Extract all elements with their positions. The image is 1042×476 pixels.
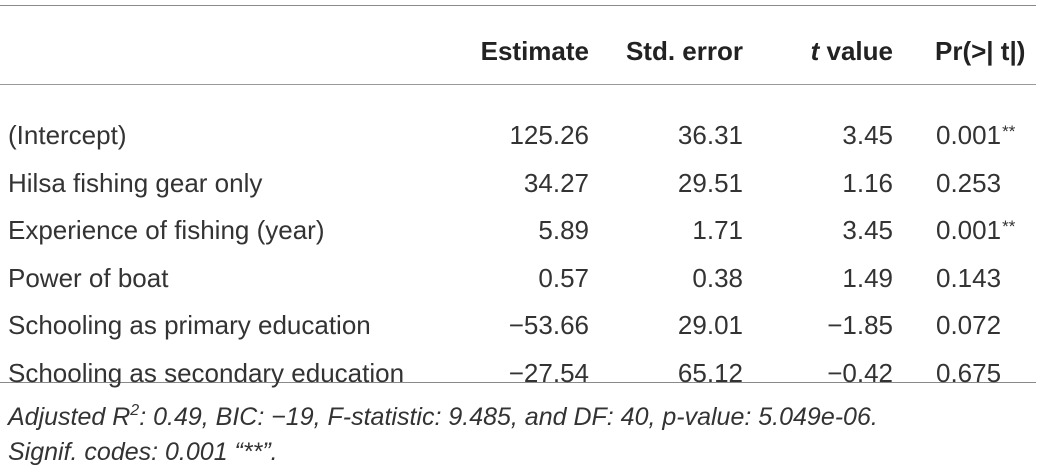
footnote-line-2: Signif. codes: 0.001 “**”. <box>8 438 278 466</box>
row-pr: 0.001** <box>893 84 1036 160</box>
pr-value: 0.001 <box>936 120 1002 151</box>
bottom-rule <box>0 382 1036 383</box>
row-t-value: 1.49 <box>842 262 893 293</box>
row-estimate: 34.27 <box>523 167 589 198</box>
row-estimate: 125.26 <box>509 120 589 151</box>
header-label <box>0 18 448 84</box>
row-t-value: 1.16 <box>842 167 893 198</box>
row-std-error: 36.31 <box>677 120 743 151</box>
row-pr: 0.072 <box>893 302 1036 350</box>
row-label: Schooling as primary education <box>8 310 371 341</box>
row-t-value: 3.45 <box>842 215 893 246</box>
row-label: Experience of fishing (year) <box>8 215 325 246</box>
header-pr: Pr(>| t|) <box>935 35 1026 66</box>
header-std-error: Std. error <box>625 35 743 66</box>
pr-value: 0.143 <box>936 262 1002 293</box>
table-row: Schooling as primary education −53.66 29… <box>0 302 1036 350</box>
row-std-error: 65.12 <box>677 357 743 388</box>
footnote-stats: : 0.49, BIC: −19, F-statistic: 9.485, an… <box>139 403 878 431</box>
table-row: Power of boat 0.57 0.38 1.49 0.143 <box>0 255 1036 303</box>
row-label: (Intercept) <box>8 120 127 151</box>
header-t-value-rest: value <box>819 35 894 66</box>
regression-table: Estimate Std. error t value Pr(>| t|) (I… <box>0 18 1036 397</box>
row-t-value: −1.85 <box>827 310 893 341</box>
row-std-error: 1.71 <box>692 215 743 246</box>
row-label: Power of boat <box>8 262 169 293</box>
table-row: Experience of fishing (year) 5.89 1.71 3… <box>0 207 1036 255</box>
row-std-error: 0.38 <box>692 262 743 293</box>
signif-marker: ** <box>1002 217 1016 237</box>
pr-value: 0.001 <box>936 215 1002 246</box>
row-pr: 0.143 <box>893 255 1036 303</box>
row-t-value: 3.45 <box>842 120 893 151</box>
table-row: Hilsa fishing gear only 34.27 29.51 1.16… <box>0 160 1036 208</box>
table-row: (Intercept) 125.26 36.31 3.45 0.001** <box>0 84 1036 160</box>
header-estimate: Estimate <box>480 35 589 66</box>
footnote-r2-superscript: 2 <box>130 402 140 419</box>
footnote-line-1: Adjusted R2: 0.49, BIC: −19, F-statistic… <box>8 400 1038 435</box>
row-estimate: 0.57 <box>538 262 589 293</box>
row-std-error: 29.51 <box>677 167 743 198</box>
header-row: Estimate Std. error t value Pr(>| t|) <box>0 18 1036 84</box>
row-t-value: −0.42 <box>827 357 893 388</box>
row-estimate: −27.54 <box>508 357 589 388</box>
footnote-r2-prefix: Adjusted R <box>8 403 131 431</box>
row-label: Hilsa fishing gear only <box>8 167 263 198</box>
header-rule <box>0 84 1036 85</box>
header-t-italic: t <box>810 35 820 66</box>
table-footnote: Adjusted R2: 0.49, BIC: −19, F-statistic… <box>8 400 1038 470</box>
table-row: Schooling as secondary education −27.54 … <box>0 350 1036 398</box>
header-t-value: t value <box>743 18 893 84</box>
row-pr: 0.001** <box>893 207 1036 255</box>
row-pr: 0.675 <box>893 350 1036 398</box>
pr-value: 0.675 <box>936 357 1002 388</box>
top-rule <box>0 5 1036 6</box>
row-label: Schooling as secondary education <box>8 357 405 388</box>
row-pr: 0.253 <box>893 160 1036 208</box>
pr-value: 0.253 <box>936 167 1002 198</box>
row-std-error: 29.01 <box>677 310 743 341</box>
row-estimate: 5.89 <box>538 215 589 246</box>
row-estimate: −53.66 <box>508 310 589 341</box>
pr-value: 0.072 <box>936 310 1002 341</box>
signif-marker: ** <box>1002 122 1016 142</box>
